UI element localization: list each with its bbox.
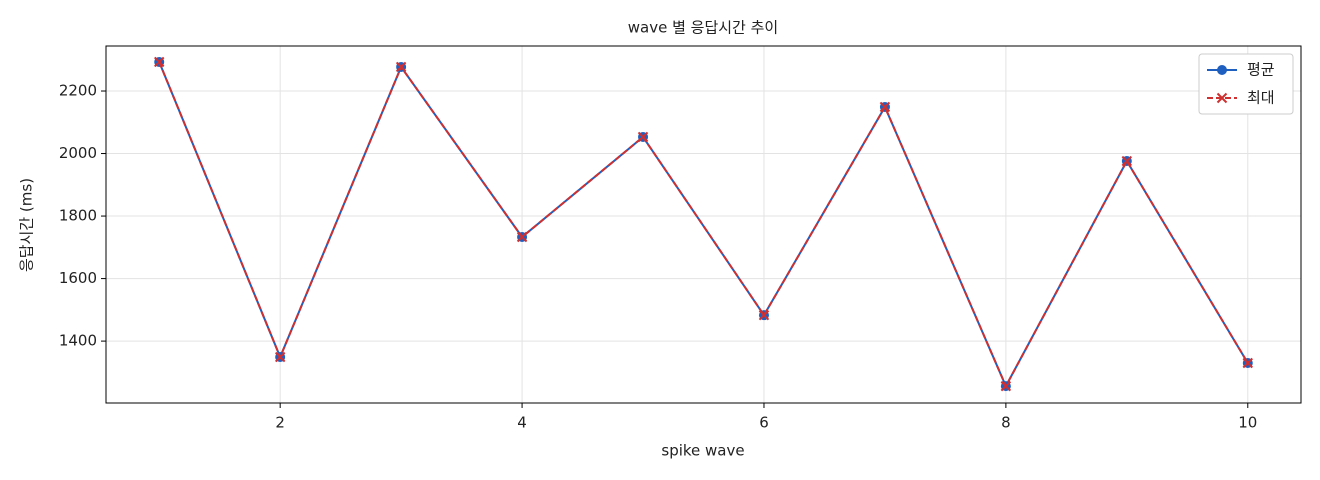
legend-label: 최대 — [1247, 89, 1275, 107]
x-tick-label: 2 — [275, 414, 285, 432]
point — [274, 351, 286, 363]
y-tick-label: 1800 — [59, 207, 97, 225]
legend-symbol — [1216, 92, 1228, 104]
x-tick-label: 6 — [759, 414, 769, 432]
point — [758, 309, 770, 321]
y-tick-label: 2200 — [59, 82, 97, 100]
legend-label: 평균 — [1247, 61, 1275, 79]
legend-marker — [1216, 92, 1228, 104]
x-tick-label: 10 — [1238, 414, 1257, 432]
legend-symbol — [1217, 65, 1227, 75]
point — [154, 56, 165, 68]
y-tick-label: 1600 — [59, 269, 97, 287]
chart-title: wave 별 응답시간 추이 — [628, 19, 778, 37]
point — [1121, 155, 1133, 167]
point — [637, 131, 649, 143]
plot-frame — [105, 45, 1302, 404]
point — [1000, 380, 1012, 392]
y-tick-label: 1400 — [59, 332, 97, 350]
point — [879, 101, 891, 113]
x-axis-label: spike wave — [661, 442, 744, 460]
x-tick-label: 4 — [517, 414, 527, 432]
point — [1242, 357, 1253, 369]
x-tick-label: 8 — [1001, 414, 1011, 432]
series-line — [158, 61, 1249, 389]
series-line — [158, 61, 1249, 389]
legend-marker — [1217, 65, 1227, 75]
legend-box — [1198, 53, 1294, 115]
y-tick-label: 2000 — [59, 144, 97, 162]
y-axis-label: 응답시간 (ms) — [18, 178, 36, 272]
point — [395, 61, 407, 73]
point — [516, 231, 528, 243]
